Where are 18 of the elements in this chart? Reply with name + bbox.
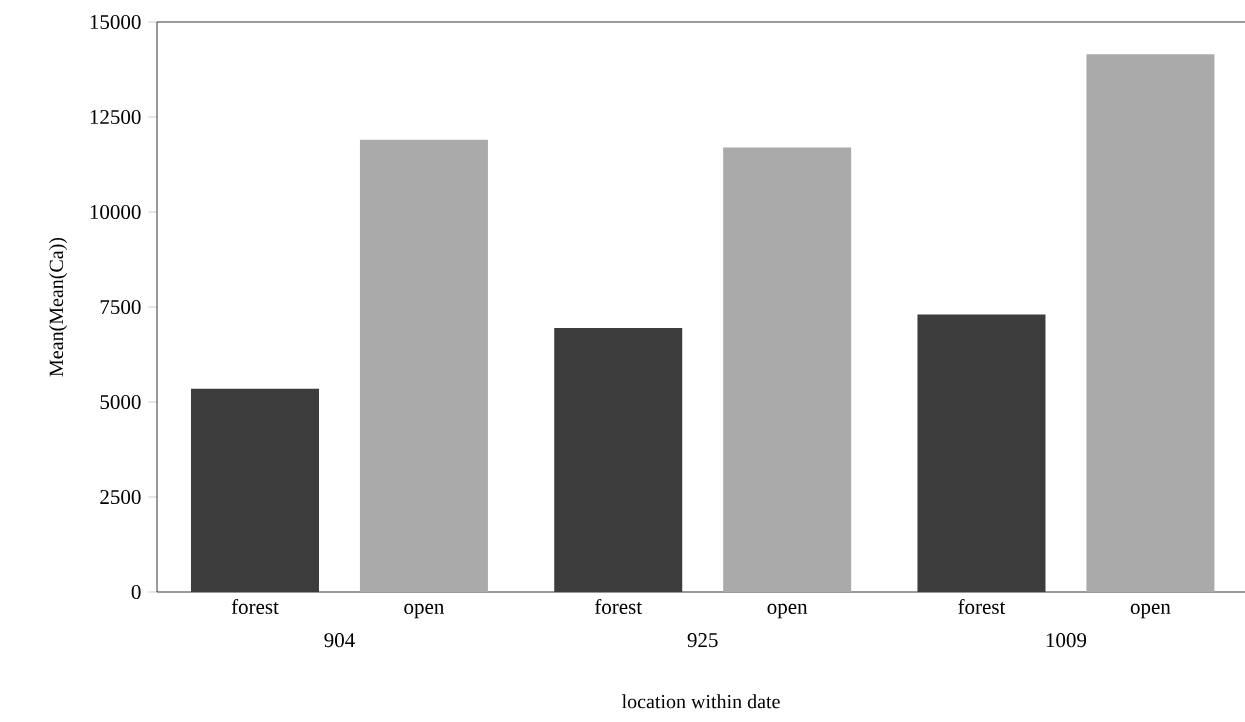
x-axis-title: location within date	[622, 694, 780, 709]
x-tick-label: open	[1130, 603, 1171, 619]
y-tick-label: 10000	[90, 204, 141, 220]
x-tick-label: forest	[958, 598, 1006, 614]
x-tick-label: open	[404, 603, 445, 619]
y-tick-label: 2500	[100, 489, 141, 505]
y-tick-label: 7500	[100, 299, 141, 315]
y-tick-label: 15000	[90, 14, 141, 30]
text: 904	[324, 633, 355, 648]
x-tick-label: forest	[231, 598, 279, 614]
text: 925	[687, 633, 718, 648]
y-axis-title: Mean(Mean(Ca))	[49, 237, 68, 377]
y-tick-label: 0	[131, 584, 141, 600]
text: 1009	[1046, 633, 1087, 648]
x-tick-label: open	[767, 603, 808, 619]
y-tick-label: 5000	[100, 394, 141, 410]
x-tick-label: forest	[594, 598, 643, 614]
y-tick-label: 12500	[90, 109, 141, 125]
